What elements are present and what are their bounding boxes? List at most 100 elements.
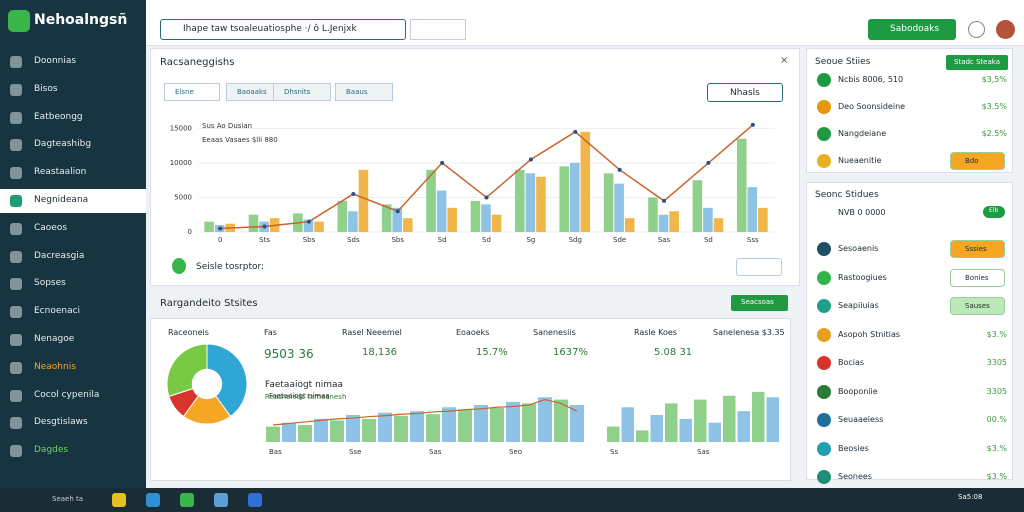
kpi-value: 1637% [553, 347, 588, 358]
row-label: Beosies [838, 443, 869, 453]
section-panel [150, 318, 791, 481]
row-value: $3.% [986, 443, 1007, 453]
nav-icon [10, 250, 22, 263]
taskbar [0, 488, 1024, 512]
row-label: Sesoaenis [838, 244, 879, 253]
mini-sub: Reasneieds tameanesh [265, 393, 347, 401]
row-label: Nueaenitie [838, 156, 882, 165]
search-box[interactable]: Ihape taw tsoaleuatiosphe ·/ ô L.Jenjxk [160, 19, 406, 40]
nav-icon [10, 56, 22, 68]
task-icon[interactable] [112, 493, 126, 507]
nav-icon [10, 417, 22, 430]
clock: Sa5:08 [958, 493, 983, 501]
section-button[interactable]: Seacsoas [731, 295, 788, 311]
row-label: Deo Soonsideine [838, 102, 906, 111]
mini-title: Faetaaiogt nimaa [265, 380, 344, 390]
row-label: Seonees [838, 472, 872, 481]
nav-item[interactable]: Cocol cypenila [34, 389, 100, 400]
nav-item[interactable]: Desgtislaws [34, 417, 88, 428]
row-icon [817, 470, 831, 484]
row-value: 3305 [986, 386, 1007, 396]
row-icon [817, 154, 831, 168]
row-icon [817, 356, 831, 370]
nav-item[interactable]: Dagteashibg [34, 139, 92, 150]
row-value: $3.5% [981, 102, 1007, 111]
card2 [806, 182, 1013, 480]
nav-item[interactable]: Doonnias [34, 56, 77, 66]
card1-title: Seoue Stiies [815, 57, 871, 67]
avatar[interactable] [996, 20, 1015, 39]
footer-drop[interactable] [736, 258, 782, 276]
nav-item[interactable]: Dagdes [34, 445, 69, 456]
logo [8, 10, 30, 32]
task-icon[interactable] [248, 493, 262, 507]
kpi-label: Raceoneis [168, 328, 209, 337]
nav-item[interactable]: Ecnoenaci [34, 306, 81, 317]
sidebar [0, 0, 146, 488]
tab[interactable]: Baoaaks [226, 83, 284, 101]
nav-icon [10, 167, 22, 180]
row-icon [817, 73, 831, 87]
row-label: Asopoh Stnitias [838, 329, 901, 339]
nav-item[interactable]: Negnideana [34, 195, 89, 205]
row-icon [817, 441, 831, 456]
card2-button[interactable]: Elb [983, 206, 1005, 218]
row-icon [817, 413, 831, 427]
kpi-label: Rasel Neeemel [342, 328, 402, 337]
tab[interactable]: Baaus [335, 83, 393, 101]
row-icon [817, 270, 831, 285]
nav-icon [10, 111, 22, 124]
task-icon[interactable] [146, 493, 160, 507]
row-value: 00.% [986, 415, 1007, 424]
nav-icon [10, 445, 22, 458]
task-icon[interactable] [214, 493, 228, 507]
card2-title: Seonc Stidues [815, 190, 879, 200]
nav-item[interactable]: Sopses [34, 278, 66, 289]
nav-icon [10, 83, 22, 96]
kpi-label: Fas [264, 328, 277, 337]
task-icon[interactable] [180, 493, 194, 507]
nav-icon [10, 278, 22, 291]
nav-item[interactable]: Eatbeongg [34, 111, 83, 122]
top-button[interactable]: Sabodoaks [868, 19, 956, 40]
row-icon [817, 299, 831, 313]
task-search[interactable]: Seaeh ta [52, 495, 84, 503]
row-button[interactable]: Bdo [950, 152, 1005, 170]
row-button[interactable]: Sssies [950, 240, 1005, 258]
card2-sub: NVB 0 0000 [838, 208, 886, 217]
nav-active [0, 189, 146, 213]
nav-icon [10, 361, 22, 374]
icon-button[interactable] [968, 21, 985, 38]
nav-icon [10, 306, 22, 319]
row-value: $2.5% [981, 129, 1007, 138]
tab[interactable]: Elsne [164, 83, 220, 101]
card1-button[interactable]: Stadc Steaka [946, 55, 1008, 70]
row-label: Bocias [838, 358, 865, 367]
row-label: Seuaaeiess [838, 415, 884, 424]
kpi-value: 9503 36 [264, 347, 314, 361]
nav-item[interactable]: Dacreasgia [34, 250, 85, 261]
kpi-label: Sanelenesa $3.35 [713, 328, 785, 337]
nav-icon [10, 195, 22, 207]
nav-item[interactable]: Caoeos [34, 222, 68, 233]
kpi-value: 5.08 31 [654, 347, 693, 358]
filter[interactable]: Nhasls [707, 83, 783, 102]
tab[interactable]: Dhsnits [273, 83, 331, 101]
row-button[interactable]: Bonies [950, 268, 1005, 287]
nav-item[interactable]: Bisos [34, 83, 58, 94]
row-label: Ncbis 8006, 510 [838, 75, 904, 84]
row-value: $3,5% [981, 75, 1007, 84]
nav-icon [10, 139, 22, 152]
row-icon [817, 127, 831, 141]
kpi-label: Sanenesiis [533, 328, 576, 337]
nav-item[interactable]: Nenagoe [34, 334, 75, 344]
row-label: Booponiie [838, 386, 878, 396]
nav-item[interactable]: Neaohnis [34, 361, 76, 372]
row-button[interactable]: Sauses [950, 297, 1005, 315]
search-drop[interactable] [410, 19, 466, 40]
close[interactable]: × [780, 55, 789, 66]
nav-item[interactable]: Reastaalion [34, 167, 87, 178]
kpi-value: 18,136 [362, 347, 397, 358]
row-value: $3.% [986, 329, 1007, 339]
nav-icon [10, 334, 22, 346]
